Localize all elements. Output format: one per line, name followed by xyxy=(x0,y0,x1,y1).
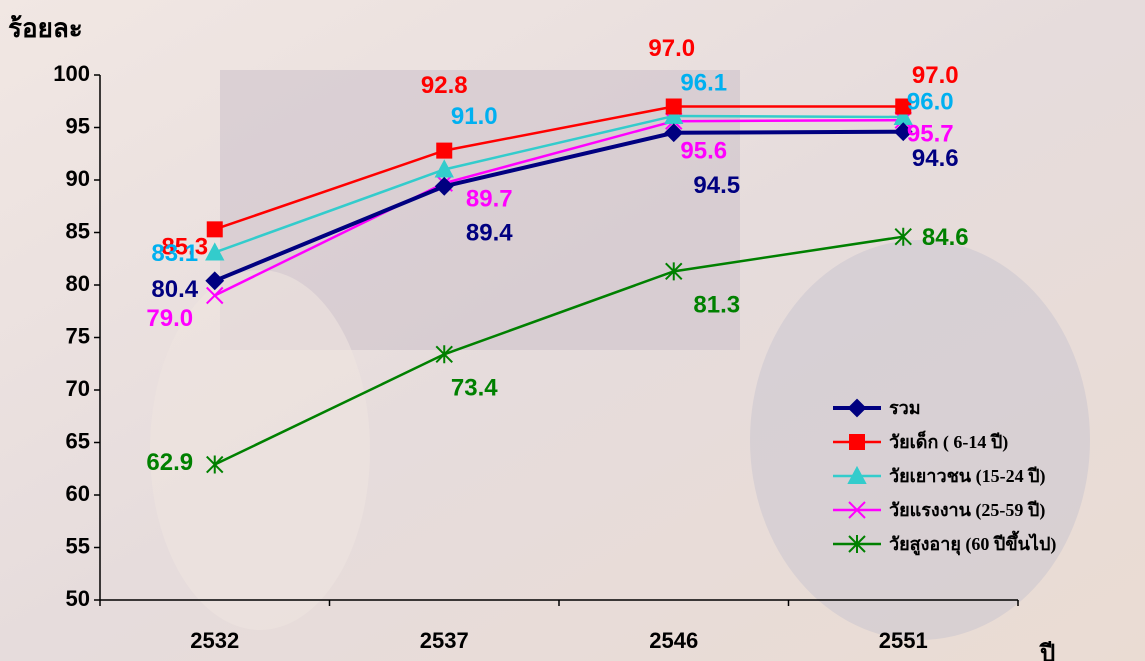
data-label: 91.0 xyxy=(451,103,498,130)
y-tick-label: 85 xyxy=(66,218,90,243)
legend-marker xyxy=(847,465,867,484)
marker xyxy=(435,345,453,364)
data-label: 89.4 xyxy=(466,220,513,247)
data-label: 85.3 xyxy=(161,234,208,261)
data-label: 95.7 xyxy=(907,120,954,147)
legend-label: วัยเยาวชน (15-24 ปี) xyxy=(889,466,1046,487)
x-axis-title: ปี xyxy=(1039,640,1055,661)
series-line xyxy=(214,114,904,254)
series-line xyxy=(213,129,904,283)
marker xyxy=(895,98,912,115)
y-tick-label: 70 xyxy=(66,376,90,401)
x-tick-label: 2546 xyxy=(649,628,698,653)
marker xyxy=(894,227,912,246)
y-axis-title: ร้อยละ xyxy=(8,13,83,43)
marker xyxy=(893,122,913,142)
y-tick-label: 90 xyxy=(66,166,90,191)
y-tick-label: 100 xyxy=(53,61,90,86)
marker xyxy=(434,159,454,178)
legend-label: วัยแรงงาน (25-59 ปี) xyxy=(889,500,1045,521)
y-tick-label: 80 xyxy=(66,271,90,296)
y-tick-label: 50 xyxy=(66,586,90,611)
series-line xyxy=(214,105,904,231)
background-shape xyxy=(150,270,370,630)
y-tick-label: 65 xyxy=(66,428,90,453)
y-tick-label: 95 xyxy=(66,113,90,138)
data-label: 95.6 xyxy=(680,138,727,165)
data-label: 89.7 xyxy=(466,185,513,212)
background-shape xyxy=(750,240,1090,640)
marker xyxy=(434,176,454,196)
y-tick-label: 60 xyxy=(66,481,90,506)
series-line xyxy=(214,235,904,466)
legend-marker xyxy=(848,501,866,519)
data-label: 73.4 xyxy=(451,375,498,402)
legend-marker xyxy=(849,434,865,450)
data-label: 94.5 xyxy=(693,172,740,199)
legend-label: วัยสูงอายุ (60 ปีขึ้นไป) xyxy=(889,530,1056,556)
data-label: 96.0 xyxy=(907,88,954,115)
data-label: 81.3 xyxy=(693,292,740,319)
marker xyxy=(206,221,223,238)
series-line xyxy=(214,118,904,297)
x-tick-label: 2551 xyxy=(879,628,928,653)
marker xyxy=(665,98,682,115)
marker xyxy=(205,271,225,291)
data-label: 97.0 xyxy=(912,62,959,89)
legend-marker xyxy=(847,398,867,418)
legend-label: รวม xyxy=(889,398,921,418)
data-label: 97.0 xyxy=(648,35,695,62)
data-label: 80.4 xyxy=(151,276,198,303)
marker xyxy=(205,242,225,261)
x-tick-label: 2537 xyxy=(420,628,469,653)
legend-label: วัยเด็ก ( 6-14 ปี) xyxy=(889,430,1008,453)
marker xyxy=(436,142,453,159)
data-label: 94.6 xyxy=(912,145,959,172)
data-label: 79.0 xyxy=(146,305,193,332)
data-label: 96.1 xyxy=(680,69,727,96)
data-label: 62.9 xyxy=(146,449,193,476)
x-tick-label: 2532 xyxy=(190,628,239,653)
marker xyxy=(664,105,684,124)
data-label: 84.6 xyxy=(922,224,969,251)
marker xyxy=(206,286,224,305)
marker xyxy=(664,123,684,143)
marker xyxy=(665,262,683,281)
marker xyxy=(206,455,224,474)
data-label: 92.8 xyxy=(421,72,468,99)
y-tick-label: 55 xyxy=(66,533,90,558)
legend-marker xyxy=(848,535,866,553)
data-label: 83.1 xyxy=(151,240,198,267)
y-tick-label: 75 xyxy=(66,323,90,348)
